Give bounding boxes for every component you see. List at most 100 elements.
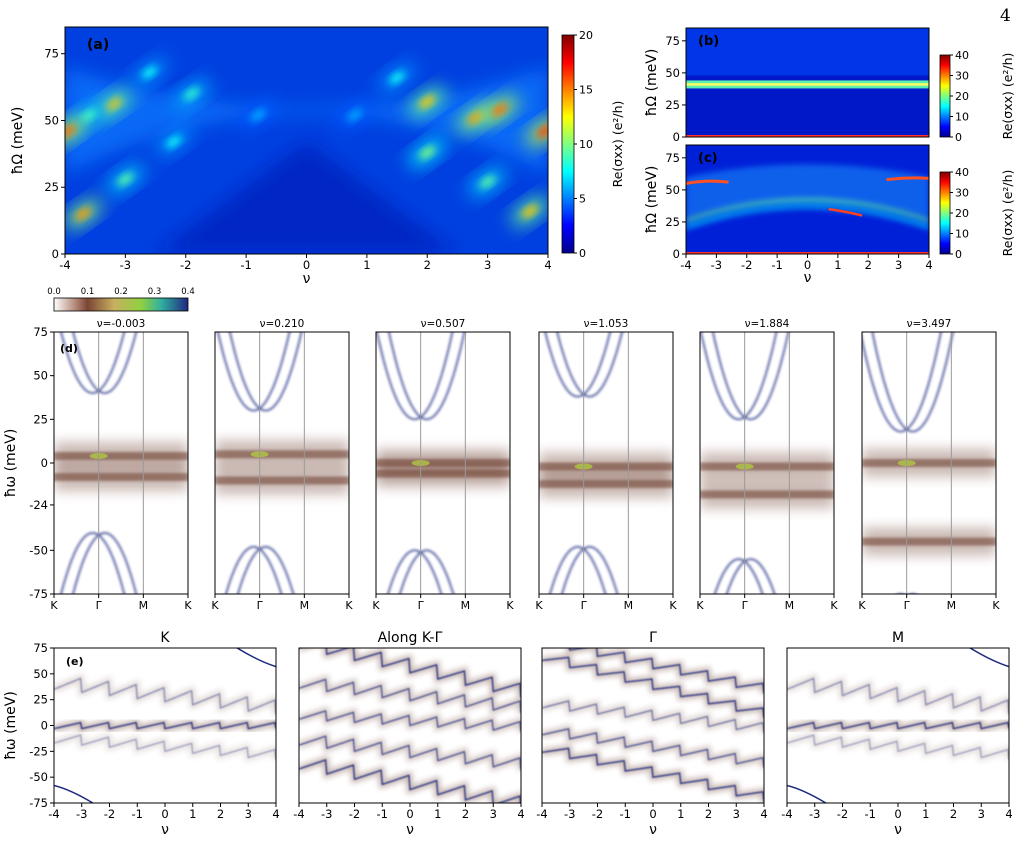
panel-d-band-lower <box>399 549 455 594</box>
panel-e-x-ticklabel: -1 <box>865 807 876 821</box>
panel-c-arc <box>686 198 929 223</box>
panel-d-flatband <box>700 462 834 471</box>
panel-e-x-ticklabel: -2 <box>592 807 603 821</box>
panel-a-colorbar-ticklabel: 0 <box>579 247 586 260</box>
panel-d-band-lower <box>549 546 607 594</box>
panel-c-x-ticklabel: 2 <box>865 258 872 272</box>
panel-e-band <box>54 677 276 715</box>
panel-d-frame <box>375 331 511 595</box>
panel-e-xlabel: ν <box>406 822 414 838</box>
panel-e-subplot <box>542 648 764 803</box>
panel-d-x-ticklabel: K <box>211 599 219 612</box>
panel-e-y-ticklabel: 25 <box>33 693 48 707</box>
panel-d-band-lower <box>561 546 619 594</box>
panel-d-x-ticklabel: K <box>372 599 380 612</box>
panel-e-x-ticklabel: 4 <box>760 807 767 821</box>
panel-a-x-ticklabel: 4 <box>544 258 551 272</box>
panel-c-hot-left <box>686 179 729 185</box>
panel-c-x-ticklabel: -4 <box>680 258 691 272</box>
panel-b-colorbar-ticklabel: 0 <box>955 131 962 144</box>
panel-d-label: (d) <box>60 342 78 355</box>
panel-c-colorbar-ticklabel: 10 <box>955 228 969 241</box>
panel-d-colorbar-ticklabel: 0.3 <box>148 287 162 297</box>
panel-d-x-ticklabel: K <box>669 599 677 612</box>
panel-e-title: M <box>892 630 904 646</box>
panel-a-x-ticklabel: -4 <box>59 258 70 272</box>
panel-e-x-ticklabel: -3 <box>76 807 87 821</box>
panel-d-frame <box>699 331 835 595</box>
panel-d-y-ticklabel: 50 <box>33 369 48 383</box>
panel-e-x-ticklabel: 2 <box>950 807 957 821</box>
panel-e-band <box>299 648 521 698</box>
panel-d-subplot <box>54 332 188 594</box>
panel-e-x-ticklabel: -3 <box>564 807 575 821</box>
panel-d-y-ticklabel: -50 <box>29 543 48 557</box>
panel-e-band <box>568 648 764 694</box>
panel-e-ylabel: ħω (meV) <box>3 691 19 760</box>
panel-e-x-ticklabel: 3 <box>490 807 497 821</box>
panel-a-label: (a) <box>87 37 109 53</box>
panel-e-xlabel: ν <box>894 822 902 838</box>
panel-d-ylabel: ħω (meV) <box>3 429 19 498</box>
panel-d-band-upper <box>217 332 291 412</box>
panel-a-feature-core <box>250 109 266 122</box>
panel-e-band <box>54 734 276 760</box>
panel-d-colorbar <box>53 297 189 312</box>
panel-e-y-ticklabel: -50 <box>29 770 48 784</box>
panel-a-wedge <box>155 141 458 254</box>
panel-d-band-upper <box>544 332 611 398</box>
panel-b-upper <box>686 28 929 76</box>
panel-d-x-ticklabel: K <box>830 599 838 612</box>
panel-d-x-ticklabel: K <box>345 599 353 612</box>
panel-d-flatband <box>539 479 673 488</box>
panel-a-x-ticklabel: 2 <box>424 258 431 272</box>
panel-a-colorbar-ticklabel: 5 <box>579 193 586 206</box>
panel-c-y-ticklabel: 50 <box>665 183 680 197</box>
panel-d-x-ticklabel: M <box>785 599 795 612</box>
panel-a-colorbar-label-group: Re(σxx) (e²/h) <box>610 101 625 188</box>
panel-c-colorbar-ticklabel: 0 <box>955 248 962 261</box>
panel-d-x-ticklabel: Γ <box>581 599 588 612</box>
panel-b-plot <box>686 28 929 137</box>
panel-c-colorbar <box>939 171 951 255</box>
panel-c-ylabel: ħΩ (meV) <box>644 166 660 234</box>
panel-a-feature-core <box>105 98 122 111</box>
panel-d-y-ticklabel: -24 <box>29 498 48 512</box>
panel-e-x-ticklabel: 1 <box>434 807 441 821</box>
panel-e-band <box>542 747 764 803</box>
panel-b-frame <box>685 27 930 138</box>
panel-c-y-ticklabel: 75 <box>665 151 680 165</box>
panel-e-corner-band <box>236 648 276 668</box>
panel-d-subplot <box>862 332 996 594</box>
panel-e-x-ticklabel: -2 <box>837 807 848 821</box>
panel-d-colorbar-ticklabel: 0.4 <box>181 287 195 297</box>
panel-e-x-ticklabel: 2 <box>705 807 712 821</box>
panel-d-flatband <box>539 462 673 471</box>
panel-a-colorbar-ticklabel: 20 <box>579 29 593 42</box>
page-number: 4 <box>1000 6 1011 26</box>
panel-b-baseline <box>686 135 929 137</box>
panel-a-y-ticklabel: 50 <box>44 113 59 127</box>
panel-d-x-ticklabel: K <box>535 599 543 612</box>
panel-d-frame <box>861 331 997 595</box>
panel-a-feature-core <box>75 207 91 221</box>
panel-d-y-ticklabel: 25 <box>33 412 48 426</box>
panel-a-ylabel: ħΩ (meV) <box>10 107 26 175</box>
panel-c-colorbar-label-group: Re(σxx) (e²/h) <box>1000 170 1015 257</box>
panel-c-y-ticklabel: 0 <box>673 247 680 261</box>
panel-b-colorbar-label: Re(σxx) (e²/h) <box>1000 53 1015 140</box>
panel-b-label: (b) <box>698 34 719 49</box>
panel-c-colorbar-ticklabel: 30 <box>955 187 969 200</box>
panel-d-flatband <box>700 490 834 499</box>
panel-e-y-ticklabel: -75 <box>29 796 48 810</box>
panel-a-feature-core <box>65 125 76 138</box>
panel-d-frame <box>214 331 350 595</box>
panel-b-colorbar-ticklabel: 10 <box>955 111 969 124</box>
panel-e-ylabel-group: ħω (meV) <box>3 691 19 760</box>
panel-d-frame <box>538 331 674 595</box>
panel-c-colorbar-ticklabel: 20 <box>955 207 969 220</box>
panel-e-corner-band <box>54 784 94 803</box>
panel-e-y-ticklabel: -25 <box>29 744 48 758</box>
panel-a-x-ticklabel: 3 <box>484 258 491 272</box>
